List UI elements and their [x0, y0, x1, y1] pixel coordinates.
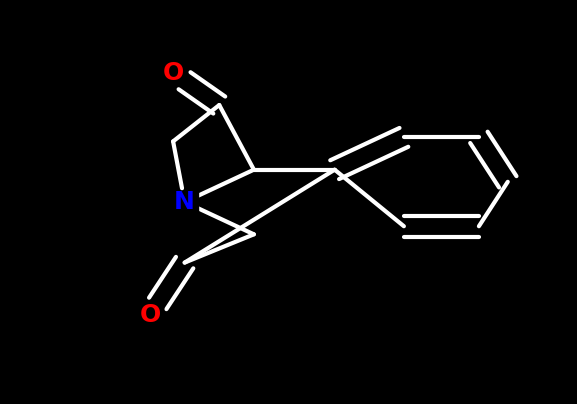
Text: O: O [140, 303, 160, 327]
Text: N: N [174, 190, 195, 214]
Bar [137, 304, 163, 326]
Bar [160, 62, 186, 84]
Bar [171, 191, 198, 213]
Text: O: O [163, 61, 183, 85]
